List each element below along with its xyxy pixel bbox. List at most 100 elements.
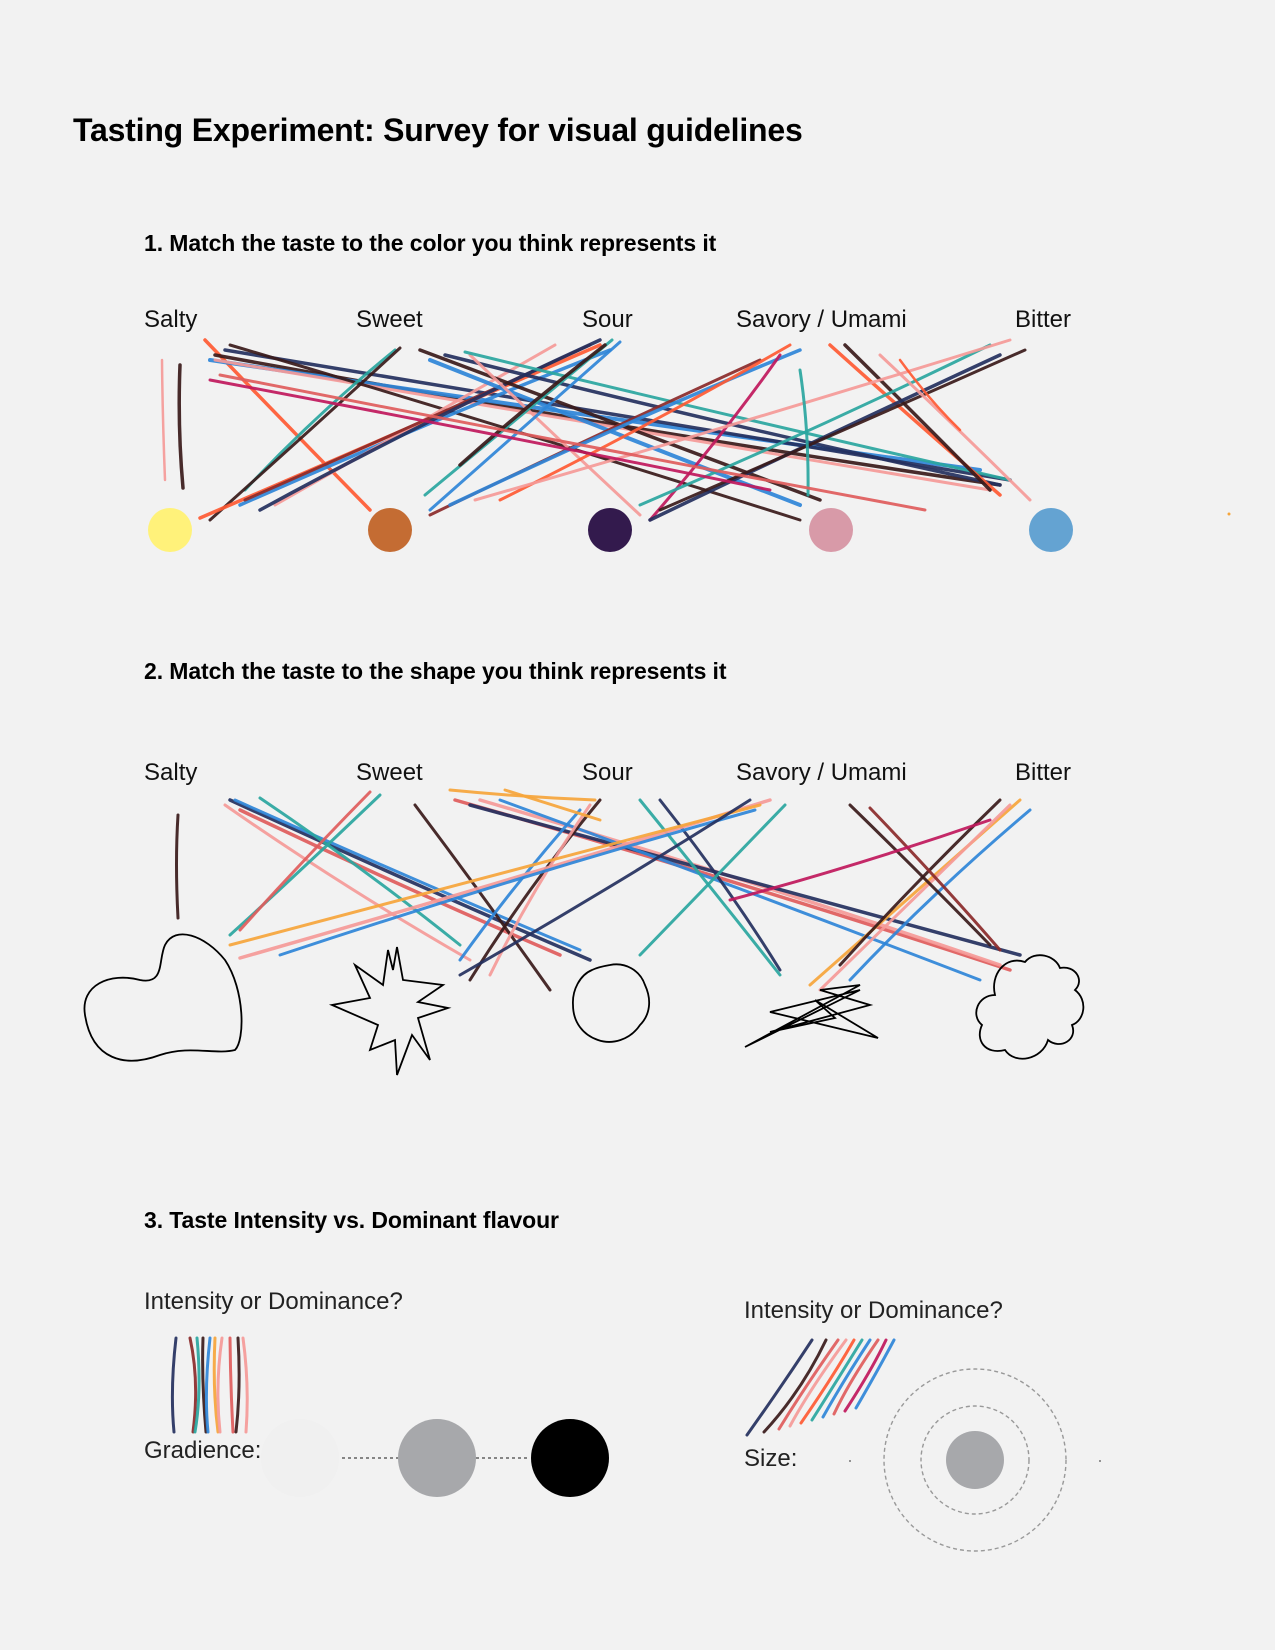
s3-left-tally-stroke bbox=[212, 1336, 220, 1434]
s1-match-stroke bbox=[843, 343, 992, 492]
s1-color-blue[interactable] bbox=[1029, 508, 1073, 552]
s1-match-stroke bbox=[898, 358, 962, 432]
s2-match-stroke bbox=[458, 808, 582, 962]
s1-match-stroke bbox=[448, 348, 802, 507]
s3-right-tally-stroke bbox=[799, 1338, 856, 1425]
gradience-circle-medium[interactable] bbox=[398, 1419, 476, 1497]
s3-right-tally-stroke bbox=[854, 1338, 896, 1410]
s2-match-stroke bbox=[638, 803, 787, 957]
s2-match-stroke bbox=[848, 808, 1032, 982]
s1-match-stroke bbox=[177, 363, 185, 490]
s3-left-tally-stroke bbox=[170, 1336, 178, 1434]
s2-shape-cloud[interactable] bbox=[975, 954, 1085, 1060]
s2-match-stroke bbox=[658, 798, 782, 972]
section-2-heading: 2. Match the taste to the shape you thin… bbox=[144, 658, 727, 684]
s1-taste-salty: Salty bbox=[144, 306, 198, 333]
s1-match-stroke bbox=[160, 358, 167, 482]
s1-match-stroke bbox=[258, 338, 602, 512]
gradience-circle-dark[interactable] bbox=[531, 1419, 609, 1497]
size-dot-right bbox=[1099, 1460, 1101, 1462]
s3-left-tally-stroke bbox=[234, 1336, 241, 1434]
s3-right-tally-stroke bbox=[788, 1338, 848, 1428]
s2-match-stroke bbox=[238, 790, 372, 932]
s2-shape-wavy-circle[interactable] bbox=[572, 963, 651, 1043]
s1-match-stroke bbox=[458, 343, 607, 467]
gradience-circle-light[interactable] bbox=[261, 1419, 339, 1497]
s2-taste-salty: Salty bbox=[144, 759, 198, 786]
s3-right-tally-stroke bbox=[810, 1338, 864, 1422]
s2-taste-umami: Savory / Umami bbox=[736, 759, 907, 786]
s2-match-stroke bbox=[468, 798, 602, 982]
s2-match-stroke bbox=[488, 803, 592, 977]
s2-match-stroke bbox=[278, 808, 757, 957]
s1-taste-umami: Savory / Umami bbox=[736, 306, 907, 333]
s1-match-stroke bbox=[638, 343, 992, 507]
s1-match-stroke bbox=[208, 378, 772, 492]
s3-left-tally-stroke bbox=[193, 1336, 201, 1434]
s3-right-tally-stroke bbox=[745, 1338, 814, 1437]
size-ring-middle[interactable] bbox=[920, 1405, 1030, 1515]
s2-shape-blob[interactable] bbox=[83, 933, 243, 1062]
s1-match-stroke bbox=[218, 373, 927, 512]
s2-match-stroke bbox=[848, 803, 992, 947]
s1-match-stroke bbox=[658, 348, 1027, 512]
s3-left-tally-stroke bbox=[204, 1336, 212, 1434]
s3-right-tally-stroke bbox=[777, 1338, 840, 1431]
s2-match-stroke bbox=[238, 808, 562, 957]
s1-match-stroke bbox=[798, 368, 810, 497]
s2-match-stroke bbox=[808, 798, 1022, 987]
s1-color-pink[interactable] bbox=[809, 508, 853, 552]
s3-left-tally-stroke bbox=[228, 1336, 235, 1434]
s2-match-stroke bbox=[458, 798, 752, 977]
s3-left-tally-stroke bbox=[241, 1336, 249, 1434]
s2-taste-sour: Sour bbox=[582, 759, 633, 786]
size-dot-left bbox=[849, 1460, 851, 1462]
s2-match-stroke bbox=[228, 798, 592, 962]
stray-dot bbox=[1227, 512, 1231, 516]
s3-size-label: Size: bbox=[744, 1445, 798, 1472]
s1-match-stroke bbox=[648, 353, 782, 522]
s2-shape-scribble-star[interactable] bbox=[744, 984, 879, 1048]
page-title: Tasting Experiment: Survey for visual gu… bbox=[73, 112, 803, 148]
s1-match-stroke bbox=[208, 346, 402, 522]
s1-taste-bitter: Bitter bbox=[1015, 306, 1072, 333]
s2-match-stroke bbox=[223, 803, 472, 962]
section-1-heading: 1. Match the taste to the color you thin… bbox=[144, 230, 717, 256]
s1-color-brown[interactable] bbox=[368, 508, 412, 552]
s3-left-question: Intensity or Dominance? bbox=[144, 1288, 403, 1315]
s1-match-stroke bbox=[428, 340, 622, 512]
s3-gradience-label: Gradience: bbox=[144, 1437, 262, 1464]
s1-taste-sweet: Sweet bbox=[356, 306, 423, 333]
s1-color-purple[interactable] bbox=[588, 508, 632, 552]
s2-match-stroke bbox=[503, 788, 602, 822]
size-ring-outer[interactable] bbox=[883, 1368, 1067, 1552]
s3-right-tally-stroke bbox=[762, 1338, 828, 1434]
s2-taste-sweet: Sweet bbox=[356, 759, 423, 786]
s2-shape-starburst[interactable] bbox=[328, 946, 452, 1076]
s3-left-tally-stroke bbox=[216, 1336, 224, 1434]
s1-color-yellow[interactable] bbox=[148, 508, 192, 552]
s3-right-tally-stroke bbox=[843, 1338, 888, 1413]
size-circle-core[interactable] bbox=[946, 1431, 1004, 1489]
s2-match-stroke bbox=[175, 813, 180, 920]
s1-match-stroke bbox=[468, 353, 642, 517]
s3-right-question: Intensity or Dominance? bbox=[744, 1297, 1003, 1324]
s3-left-tally-stroke bbox=[201, 1336, 208, 1434]
s2-match-stroke bbox=[228, 793, 382, 937]
s2-match-stroke bbox=[638, 798, 782, 977]
s2-match-stroke bbox=[258, 796, 462, 947]
s2-match-stroke bbox=[468, 803, 1022, 957]
s2-match-stroke bbox=[413, 803, 552, 992]
s2-match-stroke bbox=[228, 803, 762, 947]
s2-match-stroke bbox=[728, 818, 992, 902]
s3-right-tally-stroke bbox=[821, 1338, 872, 1419]
s2-match-stroke bbox=[818, 803, 1012, 992]
s2-match-stroke bbox=[838, 798, 1002, 967]
s1-match-stroke bbox=[473, 338, 1012, 502]
section-3-heading: 3. Taste Intensity vs. Dominant flavour bbox=[144, 1207, 559, 1233]
s2-taste-bitter: Bitter bbox=[1015, 759, 1072, 786]
s1-match-stroke bbox=[443, 353, 1002, 487]
